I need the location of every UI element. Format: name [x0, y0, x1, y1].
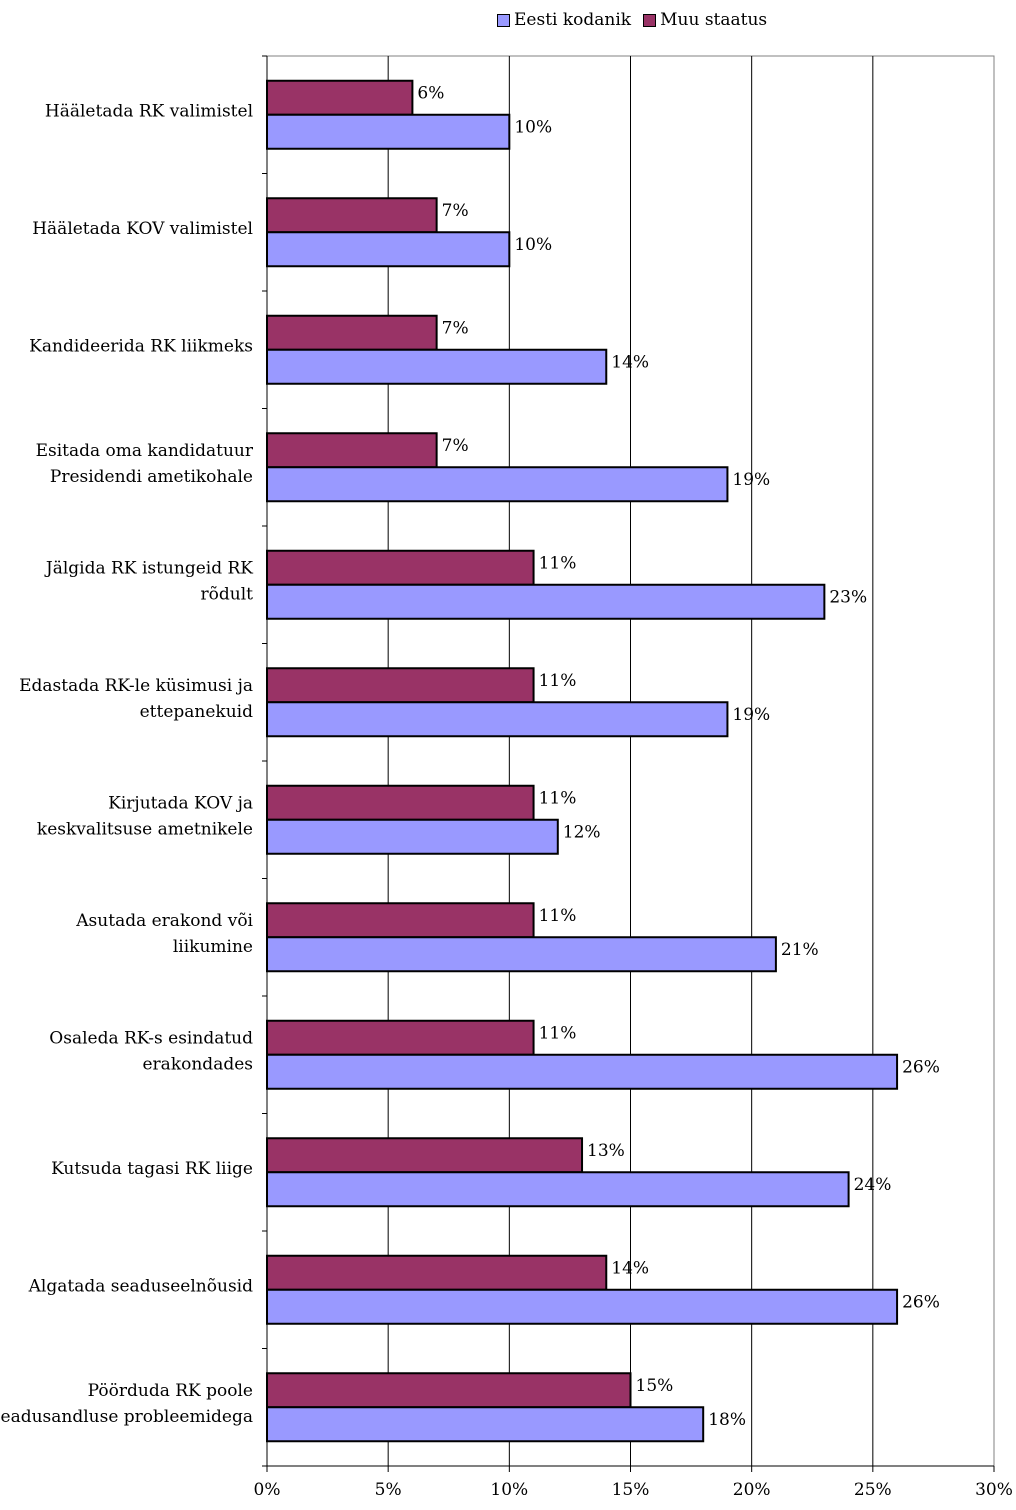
data-label-eesti-kodanik-0: 10% [514, 117, 552, 137]
x-tick-label-2: 10% [490, 1480, 528, 1500]
bar-eesti-kodanik-0 [266, 113, 511, 150]
x-tick-label-4: 20% [733, 1480, 771, 1500]
bar-eesti-kodanik-11 [266, 1406, 705, 1443]
category-label-1: Hääletada KOV valimistel [32, 219, 253, 239]
bar-muu-staatus-5 [266, 667, 535, 704]
bar-muu-staatus-10 [266, 1254, 608, 1291]
data-label-muu-staatus-5: 11% [539, 671, 577, 691]
category-label-10: Algatada seaduseelnõusid [28, 1276, 253, 1296]
x-tick-label-0: 0% [254, 1480, 281, 1500]
legend-item-muu-staatus: Muu staatus [643, 10, 767, 30]
legend-item-eesti-kodanik: Eesti kodanik [497, 10, 631, 30]
category-label-2: Kandideerida RK liikmeks [29, 336, 253, 356]
data-label-muu-staatus-4: 11% [539, 553, 577, 573]
bar-muu-staatus-9 [266, 1137, 584, 1174]
data-label-muu-staatus-1: 7% [442, 201, 469, 221]
category-label-4-line-0: Jälgida RK istungeid RK [44, 558, 253, 578]
category-label-8-line-1: erakondades [143, 1054, 254, 1074]
bar-muu-staatus-4 [266, 549, 535, 586]
bar-eesti-kodanik-9 [266, 1171, 850, 1208]
data-label-muu-staatus-0: 6% [417, 83, 444, 103]
bar-eesti-kodanik-2 [266, 348, 608, 385]
data-label-eesti-kodanik-11: 18% [708, 1410, 746, 1430]
data-label-eesti-kodanik-9: 24% [854, 1175, 892, 1195]
data-label-muu-staatus-2: 7% [442, 318, 469, 338]
legend-swatch-eesti-kodanik [497, 13, 510, 27]
bar-eesti-kodanik-3 [266, 466, 729, 503]
category-label-6-line-0: Kirjutada KOV ja [108, 793, 253, 813]
bar-muu-staatus-7 [266, 902, 535, 939]
bar-muu-staatus-6 [266, 784, 535, 821]
bar-eesti-kodanik-7 [266, 936, 777, 973]
category-label-3-line-1: Presidendi ametikohale [50, 467, 253, 487]
bar-muu-staatus-1 [266, 197, 438, 234]
data-label-eesti-kodanik-8: 26% [902, 1057, 940, 1077]
category-label-7-line-0: Asutada erakond või [75, 911, 253, 931]
legend-label-muu-staatus: Muu staatus [660, 10, 768, 30]
bar-muu-staatus-3 [266, 432, 438, 469]
legend-label-eesti-kodanik: Eesti kodanik [514, 10, 632, 30]
category-label-11-line-0: Pöörduda RK poole [88, 1381, 253, 1401]
bar-eesti-kodanik-6 [266, 818, 559, 855]
data-label-eesti-kodanik-6: 12% [563, 822, 601, 842]
category-label-4-line-1: rõdult [201, 584, 254, 604]
bar-eesti-kodanik-8 [266, 1053, 899, 1090]
data-label-muu-staatus-11: 15% [636, 1376, 674, 1396]
data-label-muu-staatus-6: 11% [539, 788, 577, 808]
category-label-8-line-0: Osaleda RK-s esindatud [49, 1028, 253, 1048]
x-tick-label-3: 15% [612, 1480, 650, 1500]
data-label-eesti-kodanik-7: 21% [781, 940, 819, 960]
bar-muu-staatus-11 [266, 1372, 632, 1409]
x-tick-label-5: 25% [854, 1480, 892, 1500]
category-label-0: Hääletada RK valimistel [45, 101, 253, 121]
x-tick-label-1: 5% [375, 1480, 402, 1500]
data-label-muu-staatus-10: 14% [611, 1258, 649, 1278]
x-tick-label-6: 30% [975, 1480, 1013, 1500]
bar-eesti-kodanik-10 [266, 1288, 899, 1325]
bar-eesti-kodanik-5 [266, 701, 729, 738]
data-label-eesti-kodanik-1: 10% [514, 235, 552, 255]
category-label-11-line-1: seadusandluse probleemidega [0, 1407, 253, 1427]
category-label-5-line-0: Edastada RK-le küsimusi ja [19, 676, 253, 696]
data-label-muu-staatus-9: 13% [587, 1141, 625, 1161]
data-label-eesti-kodanik-3: 19% [732, 470, 770, 490]
data-label-muu-staatus-3: 7% [442, 436, 469, 456]
data-label-eesti-kodanik-5: 19% [732, 705, 770, 725]
category-label-6-line-1: keskvalitsuse ametnikele [37, 819, 253, 839]
bar-muu-staatus-0 [266, 79, 414, 116]
legend-swatch-muu-staatus [643, 13, 657, 27]
category-label-9: Kutsuda tagasi RK liige [51, 1159, 253, 1179]
bar-eesti-kodanik-4 [266, 583, 826, 620]
bar-eesti-kodanik-1 [266, 231, 511, 268]
legend: Eesti kodanik Muu staatus [497, 9, 779, 31]
category-label-3-line-0: Esitada oma kandidatuur [36, 441, 254, 461]
category-label-5-line-1: ettepanekuid [140, 702, 253, 722]
data-label-muu-staatus-7: 11% [539, 906, 577, 926]
data-label-eesti-kodanik-4: 23% [829, 587, 867, 607]
category-label-7-line-1: liikumine [173, 937, 253, 957]
data-label-muu-staatus-8: 11% [539, 1023, 577, 1043]
bar-muu-staatus-2 [266, 314, 438, 351]
data-label-eesti-kodanik-10: 26% [902, 1292, 940, 1312]
data-label-eesti-kodanik-2: 14% [611, 352, 649, 372]
bar-muu-staatus-8 [266, 1019, 535, 1056]
